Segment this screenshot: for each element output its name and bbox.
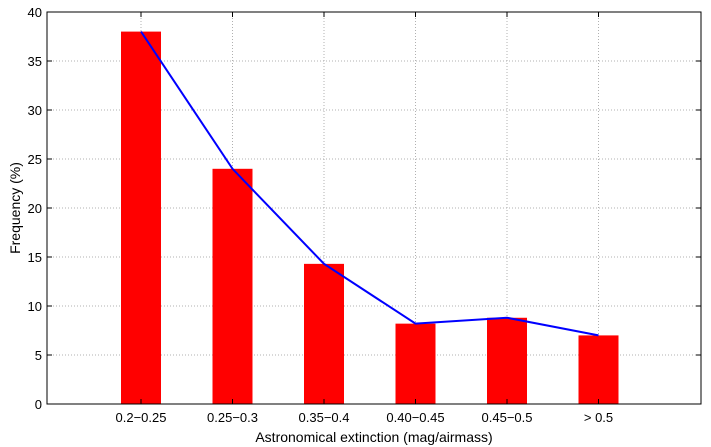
y-tick-label: 35 xyxy=(28,54,42,69)
trend-line-layer xyxy=(140,31,599,337)
y-tick-label: 25 xyxy=(28,152,42,167)
bar xyxy=(121,31,161,404)
bar xyxy=(487,317,527,404)
bar xyxy=(212,168,253,404)
x-tick-label: 0.25−0.3 xyxy=(207,410,258,425)
x-axis-label: Astronomical extinction (mag/airmass) xyxy=(255,429,492,445)
x-tick-label: 0.35−0.4 xyxy=(299,410,350,425)
y-tick-label: 40 xyxy=(28,5,42,20)
x-tick-label: 0.2−0.25 xyxy=(116,410,167,425)
bar xyxy=(395,323,436,404)
y-axis-label: Frequency (%) xyxy=(7,162,23,254)
ticks: 0 5 10 15 20 25 30 35 40 0.2−0.25 0.25−0.3 0.35−0.4… xyxy=(28,5,701,425)
y-tick-label: 20 xyxy=(28,201,42,216)
y-tick-label: 15 xyxy=(28,250,42,265)
x-tick-label: 0.40−0.45 xyxy=(386,410,444,425)
y-tick-label: 5 xyxy=(35,348,42,363)
bar xyxy=(578,335,619,404)
y-tick-label: 10 xyxy=(28,299,42,314)
trend-line xyxy=(140,31,599,337)
x-tick-label: 0.45−0.5 xyxy=(482,410,533,425)
x-tick-label: > 0.5 xyxy=(584,410,613,425)
y-tick-label: 30 xyxy=(28,103,42,118)
bar xyxy=(304,263,344,404)
bars xyxy=(121,31,619,404)
y-tick-label: 0 xyxy=(35,397,42,412)
